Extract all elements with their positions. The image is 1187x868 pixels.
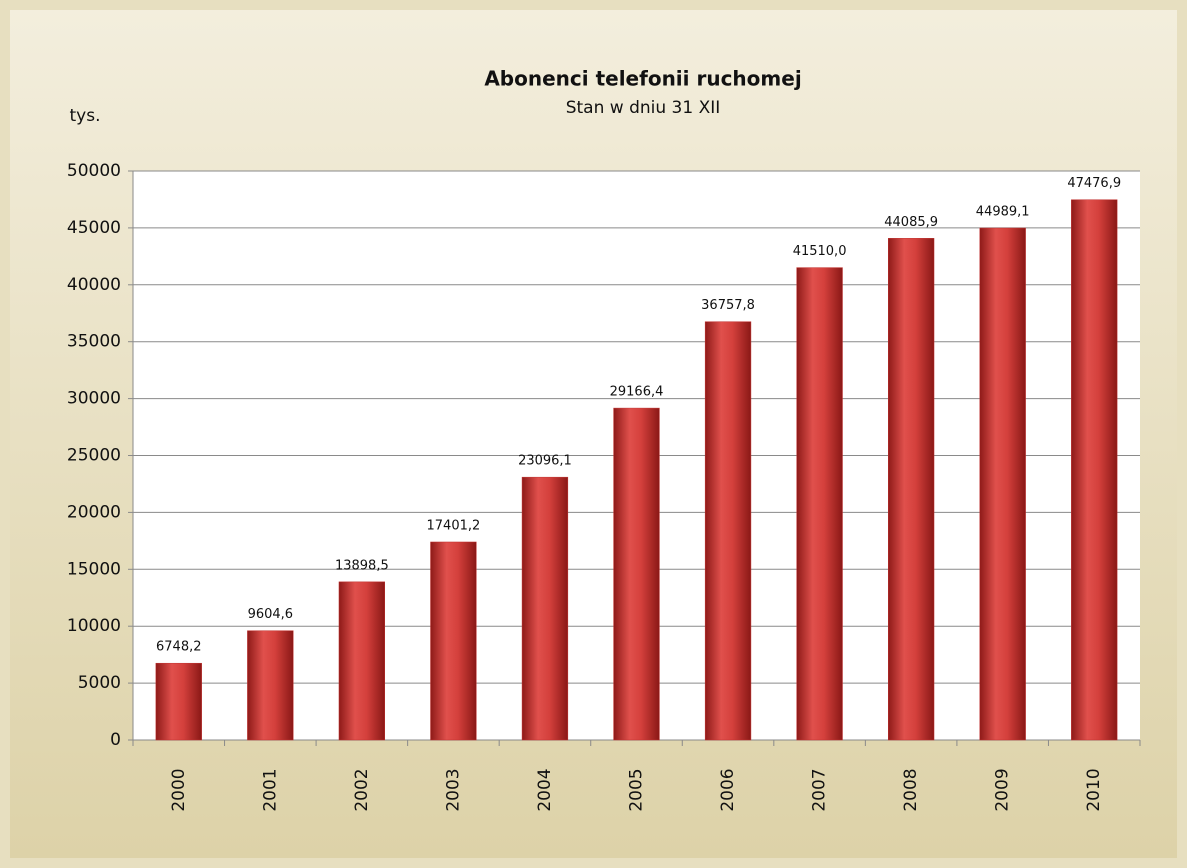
bar [704, 321, 752, 741]
value-label: 44989,1 [976, 205, 1030, 220]
x-tick-label: 2010 [1084, 768, 1104, 811]
chart-subtitle: Stan w dniu 31 XII [566, 98, 721, 118]
bar [796, 267, 843, 741]
x-tick-label: 2004 [535, 768, 555, 811]
bar [979, 227, 1026, 741]
bar [521, 476, 569, 741]
y-tick-label: 30000 [67, 389, 121, 409]
x-tick-label: 2002 [352, 768, 372, 811]
y-axis-label: tys. [70, 106, 101, 126]
bar [338, 581, 385, 741]
x-tick-label: 2000 [169, 768, 189, 811]
value-label: 47476,9 [1067, 176, 1121, 191]
y-tick-label: 40000 [67, 275, 121, 295]
value-label: 36757,8 [701, 298, 755, 313]
x-tick-label: 2003 [443, 768, 463, 811]
value-label: 13898,5 [335, 558, 389, 573]
bar [247, 630, 294, 741]
x-tick-label: 2005 [627, 768, 647, 811]
bar [155, 662, 202, 741]
chart-title: Abonenci telefonii ruchomej [484, 67, 801, 91]
value-label: 6748,2 [156, 640, 202, 655]
value-label: 44085,9 [884, 215, 938, 230]
y-tick-label: 5000 [78, 673, 121, 693]
y-tick-label: 25000 [67, 446, 121, 466]
bar [613, 407, 660, 741]
value-label: 9604,6 [248, 607, 294, 622]
x-tick-label: 2006 [718, 768, 738, 811]
x-tick-label: 2008 [901, 768, 921, 811]
y-tick-label: 35000 [67, 332, 121, 352]
value-label: 17401,2 [427, 518, 481, 533]
bar [430, 541, 477, 741]
y-tick-label: 15000 [67, 559, 121, 579]
value-label: 29166,4 [610, 385, 664, 400]
y-tick-label: 10000 [67, 616, 121, 636]
value-label: 23096,1 [518, 454, 572, 469]
y-tick-label: 45000 [67, 218, 121, 238]
y-tick-label: 0 [110, 730, 121, 750]
y-tick-label: 50000 [67, 161, 121, 181]
bar [888, 238, 935, 741]
x-tick-label: 2001 [260, 768, 280, 811]
x-tick-label: 2007 [810, 768, 830, 811]
x-tick-label: 2009 [993, 768, 1013, 811]
y-tick-label: 20000 [67, 502, 121, 522]
bar [1071, 199, 1118, 741]
value-label: 41510,0 [793, 244, 847, 259]
